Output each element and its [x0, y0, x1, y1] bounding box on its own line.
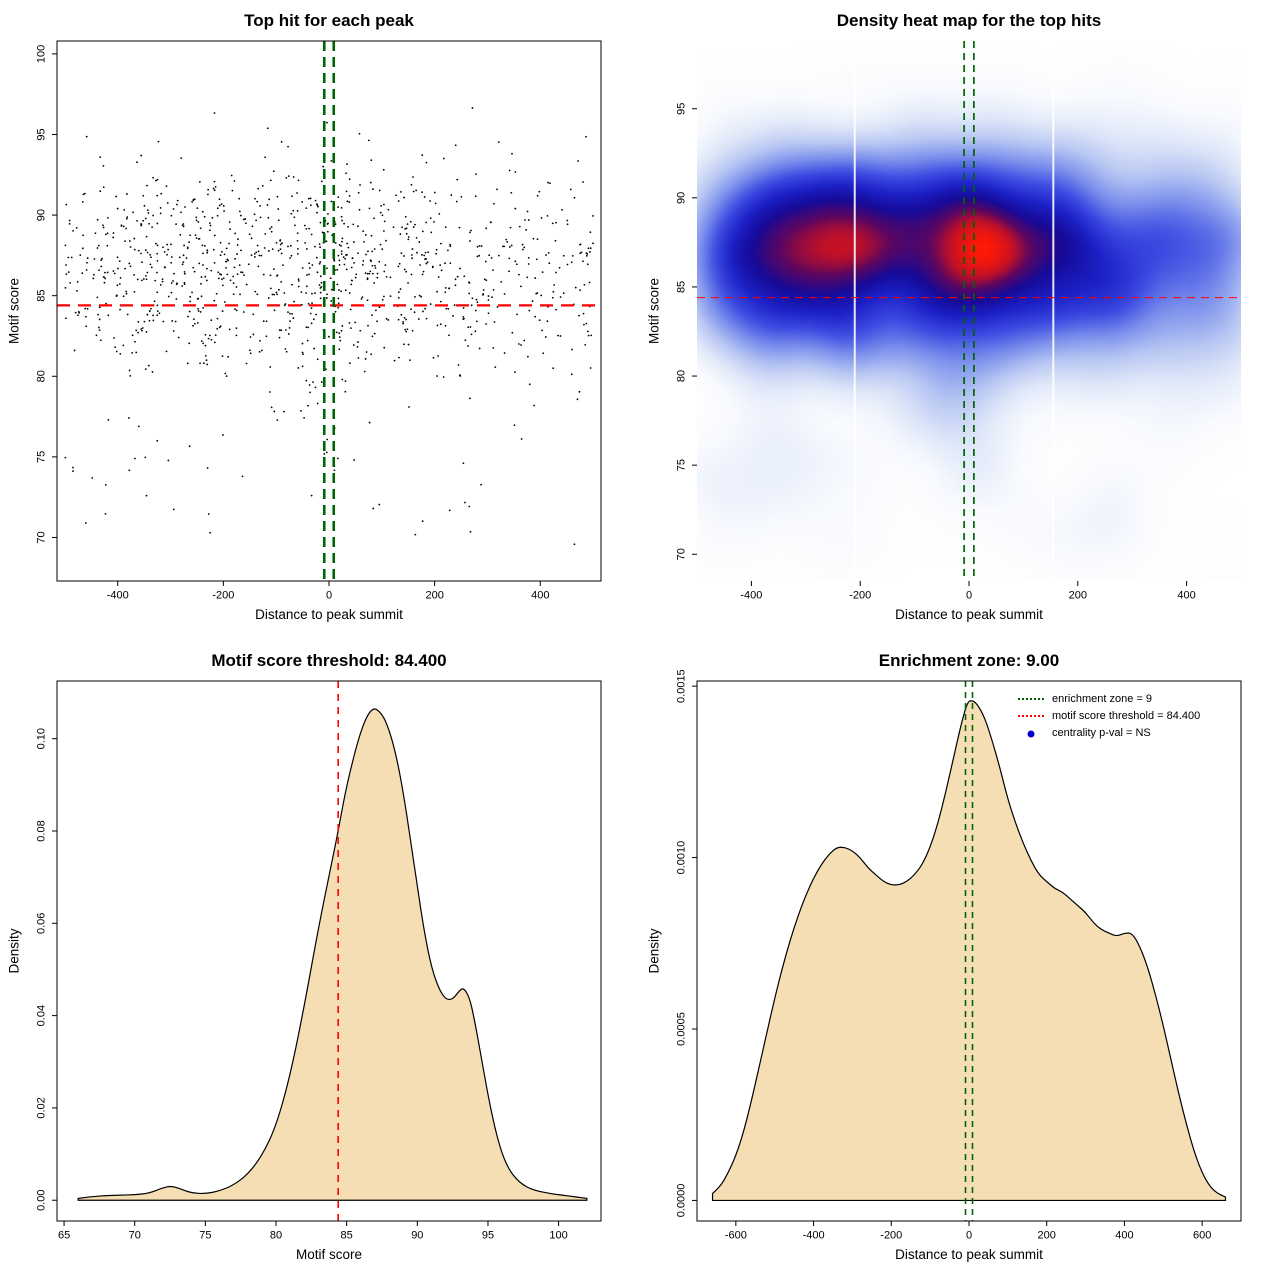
- panel-density-heatmap: Density heat map for the top hits Distan…: [640, 0, 1280, 640]
- x-axis-label: Distance to peak summit: [895, 607, 1043, 622]
- x-axis-label: Distance to peak summit: [895, 1247, 1043, 1262]
- y-axis-label: Density: [6, 928, 22, 974]
- motif-score-density-canvas: [0, 640, 640, 1280]
- blue-dot-swatch: [1018, 732, 1044, 734]
- panel-distance-density: Enrichment zone: 9.00 Distance to peak s…: [640, 640, 1280, 1280]
- legend-item-motif-threshold: motif score threshold = 84.400: [1018, 707, 1200, 724]
- heatmap-canvas: [640, 0, 1280, 640]
- chart-title: Enrichment zone: 9.00: [878, 651, 1060, 670]
- x-axis-label: Distance to peak summit: [255, 607, 403, 622]
- legend: enrichment zone = 9 motif score threshol…: [1018, 690, 1200, 741]
- x-axis-label: Motif score: [295, 1247, 363, 1262]
- scatter-plot-canvas: [0, 0, 640, 640]
- red-dotted-line-swatch: [1018, 714, 1044, 717]
- panel-motif-score-density: Motif score threshold: 84.400 Motif scor…: [0, 640, 640, 1280]
- distance-density-canvas: [640, 640, 1280, 1280]
- legend-item-enrichment-zone: enrichment zone = 9: [1018, 690, 1200, 707]
- legend-label: motif score threshold = 84.400: [1052, 709, 1201, 722]
- y-axis-label: Motif score: [646, 277, 662, 345]
- chart-title: Motif score threshold: 84.400: [211, 651, 447, 670]
- legend-item-centrality-pval: centrality p-val = NS: [1018, 724, 1200, 741]
- y-axis-label: Density: [646, 928, 662, 974]
- panel-top-hit-scatter: Top hit for each peak Distance to peak s…: [0, 0, 640, 640]
- green-dotted-line-swatch: [1018, 697, 1044, 700]
- legend-label: centrality p-val = NS: [1052, 726, 1151, 739]
- legend-label: enrichment zone = 9: [1052, 692, 1152, 705]
- chart-title: Top hit for each peak: [244, 11, 414, 30]
- y-axis-label: Motif score: [6, 277, 22, 345]
- chart-title: Density heat map for the top hits: [836, 11, 1102, 30]
